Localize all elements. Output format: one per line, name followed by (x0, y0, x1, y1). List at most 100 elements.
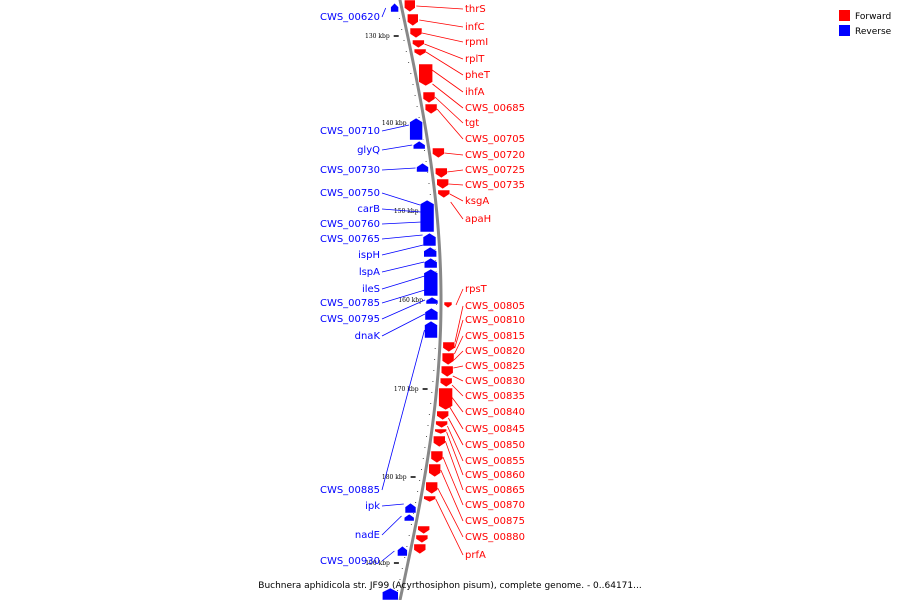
reverse-gene-block (422, 232, 437, 247)
grid-dots (397, 18, 437, 591)
forward-gene-label[interactable]: apaH (465, 214, 491, 225)
reverse-gene-label[interactable]: CWS_00785 (320, 298, 380, 309)
reverse-leader (381, 234, 423, 240)
forward-gene-label[interactable]: CWS_00820 (465, 346, 525, 357)
forward-leader (442, 456, 464, 506)
forward-leader (424, 43, 464, 60)
forward-gene-label[interactable]: CWS_00880 (465, 532, 525, 543)
forward-gene-block (439, 377, 453, 388)
reverse-gene-label[interactable]: CWS_00730 (320, 165, 380, 176)
grid-dot (417, 491, 419, 492)
forward-gene-label[interactable]: CWS_00720 (465, 150, 525, 161)
genome-backbone (398, 0, 443, 600)
forward-leader (454, 319, 464, 349)
reverse-gene-label[interactable]: dnaK (355, 331, 381, 342)
reverse-gene-label[interactable]: CWS_00620 (320, 12, 380, 23)
legend-reverse-label[interactable]: Reverse (855, 27, 892, 37)
grid-dot (408, 62, 410, 63)
reverse-gene-label[interactable]: ipk (365, 501, 380, 512)
grid-dot (419, 480, 421, 481)
forward-gene-block (430, 450, 444, 464)
grid-dot (408, 535, 410, 536)
reverse-gene-block (423, 257, 438, 269)
reverse-gene-label[interactable]: glyQ (357, 145, 380, 156)
reverse-leader (381, 289, 426, 304)
reverse-gene-label[interactable]: CWS_00885 (320, 485, 380, 496)
reverse-gene-label[interactable]: ileS (362, 284, 380, 295)
forward-gene-label[interactable]: CWS_00865 (465, 485, 525, 496)
forward-gene-block (442, 341, 456, 353)
forward-gene-label[interactable]: CWS_00705 (465, 134, 525, 145)
grid-dot (431, 392, 433, 393)
grid-dot (435, 271, 437, 272)
reverse-gene-label[interactable]: ispH (358, 250, 380, 261)
grid-dot (403, 40, 405, 41)
forward-gene-label[interactable]: CWS_00840 (465, 407, 525, 418)
forward-gene-label[interactable]: CWS_00685 (465, 103, 525, 114)
forward-gene-label[interactable]: thrS (465, 4, 486, 15)
reverse-gene-block (409, 117, 423, 141)
grid-dot (415, 502, 417, 503)
reverse-gene-label[interactable]: CWS_00760 (320, 219, 380, 230)
grid-dot (428, 183, 430, 184)
forward-gene-label[interactable]: CWS_00825 (465, 361, 525, 372)
forward-gene-label[interactable]: CWS_00830 (465, 376, 525, 387)
reverse-gene-label[interactable]: nadE (355, 530, 380, 541)
forward-gene-label[interactable]: CWS_00810 (465, 315, 525, 326)
forward-gene-block (418, 63, 434, 87)
reverse-gene-label[interactable]: CWS_00765 (320, 234, 380, 245)
reverse-gene-label[interactable]: CWS_00710 (320, 126, 380, 137)
grid-dot (434, 359, 436, 360)
forward-leader (453, 365, 464, 369)
reverse-gene-label[interactable]: CWS_00750 (320, 188, 380, 199)
forward-gene-label[interactable]: ksgA (465, 196, 489, 207)
reverse-gene-label[interactable]: carB (357, 204, 380, 215)
forward-gene-block (413, 543, 427, 555)
grid-dot (433, 370, 435, 371)
grid-dot (410, 524, 412, 525)
forward-gene-label[interactable]: CWS_00735 (465, 180, 525, 191)
forward-leader (436, 108, 464, 140)
forward-leader (444, 440, 464, 491)
forward-leader (455, 288, 464, 306)
grid-dot (412, 84, 414, 85)
forward-gene-label[interactable]: CWS_00835 (465, 391, 525, 402)
grid-dot (428, 414, 430, 415)
tick-label: 150 kbp (394, 208, 419, 215)
tick-label: 140 kbp (382, 120, 407, 127)
reverse-gene-label[interactable]: CWS_00795 (320, 314, 380, 325)
forward-gene-label[interactable]: pheT (465, 70, 491, 81)
forward-gene-label[interactable]: CWS_00875 (465, 516, 525, 527)
reverse-gene-block (397, 545, 408, 557)
forward-gene-label[interactable]: CWS_00860 (465, 470, 525, 481)
forward-gene-label[interactable]: CWS_00725 (465, 165, 525, 176)
reverse-leader (381, 299, 426, 320)
forward-gene-label[interactable]: CWS_00845 (465, 424, 525, 435)
forward-gene-label[interactable]: rpsT (465, 284, 488, 295)
grid-dot (434, 249, 436, 250)
forward-gene-block (424, 103, 438, 115)
forward-gene-block (425, 481, 439, 495)
forward-gene-label[interactable]: tgt (465, 118, 479, 129)
forward-leader (449, 406, 464, 430)
forward-gene-label[interactable]: CWS_00805 (465, 301, 525, 312)
forward-gene-label[interactable]: CWS_00870 (465, 500, 525, 511)
forward-gene-label[interactable]: infC (465, 22, 485, 33)
forward-leader (448, 417, 464, 446)
forward-gene-block (437, 189, 451, 199)
forward-gene-label[interactable]: CWS_00815 (465, 331, 525, 342)
legend-forward-label[interactable]: Forward (855, 12, 891, 22)
forward-gene-label[interactable]: rpmI (465, 37, 488, 48)
forward-gene-label[interactable]: CWS_00850 (465, 440, 525, 451)
grid-dot (398, 18, 400, 19)
forward-gene-label[interactable]: prfA (465, 550, 486, 561)
forward-gene-label[interactable]: rplT (465, 54, 485, 65)
forward-gene-block (434, 167, 448, 179)
forward-gene-label[interactable]: ihfA (465, 87, 485, 98)
legend: Forward Reverse (839, 10, 892, 37)
forward-leader (435, 498, 464, 556)
forward-gene-label[interactable]: CWS_00855 (465, 456, 525, 467)
reverse-gene-label[interactable]: CWS_00930 (320, 556, 380, 567)
reverse-gene-label[interactable]: lspA (359, 267, 380, 278)
